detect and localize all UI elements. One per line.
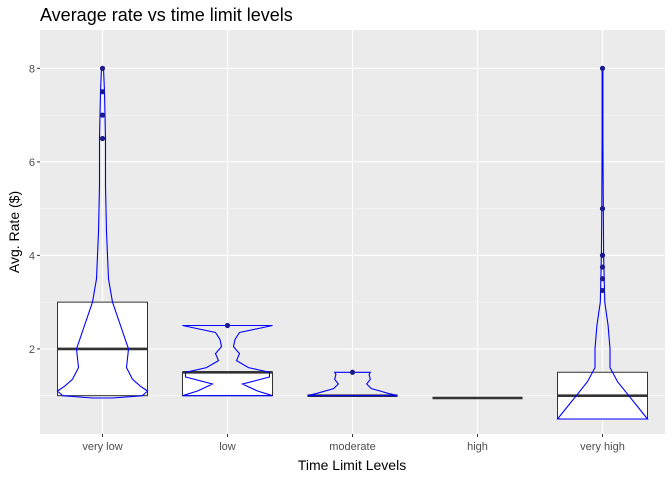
outlier-point-moderate	[349, 369, 356, 375]
x-tick-label: high	[467, 441, 488, 453]
outlier-point-low	[224, 322, 231, 329]
plot-marks	[56, 65, 649, 420]
y-tick-label: 4	[29, 250, 35, 262]
y-tick-label: 6	[29, 157, 35, 169]
y-tick-label: 8	[29, 63, 35, 75]
x-tick-label: very low	[82, 441, 122, 453]
x-tick-label: moderate	[329, 441, 375, 453]
violin-low	[182, 324, 273, 397]
outlier-point-very-low	[99, 89, 106, 95]
outlier-point-very-high	[599, 264, 606, 270]
violin-moderate	[307, 371, 398, 397]
box-low	[182, 371, 273, 397]
outlier-point-very-high	[599, 276, 606, 282]
y-tick-label: 2	[29, 344, 35, 356]
y-axis: 2 4 6 8	[29, 63, 40, 356]
outlier-point-very-high	[599, 252, 606, 258]
outlier-point-very-low	[99, 65, 106, 71]
outlier-point-very-high	[599, 206, 606, 212]
gridlines	[40, 30, 665, 434]
chart-title: Average rate vs time limit levels	[40, 5, 293, 25]
x-axis: very low low moderate high very high	[82, 434, 625, 453]
x-tick-label: very high	[580, 441, 625, 453]
outlier-point-very-high	[599, 65, 606, 71]
x-tick-label: low	[219, 441, 236, 453]
outlier-point-very-low	[99, 112, 106, 118]
x-axis-title: Time Limit Levels	[298, 457, 406, 473]
outlier-point-very-low	[99, 135, 106, 142]
outlier-point-very-high	[599, 287, 606, 294]
y-axis-title: Avg. Rate ($)	[6, 191, 22, 273]
